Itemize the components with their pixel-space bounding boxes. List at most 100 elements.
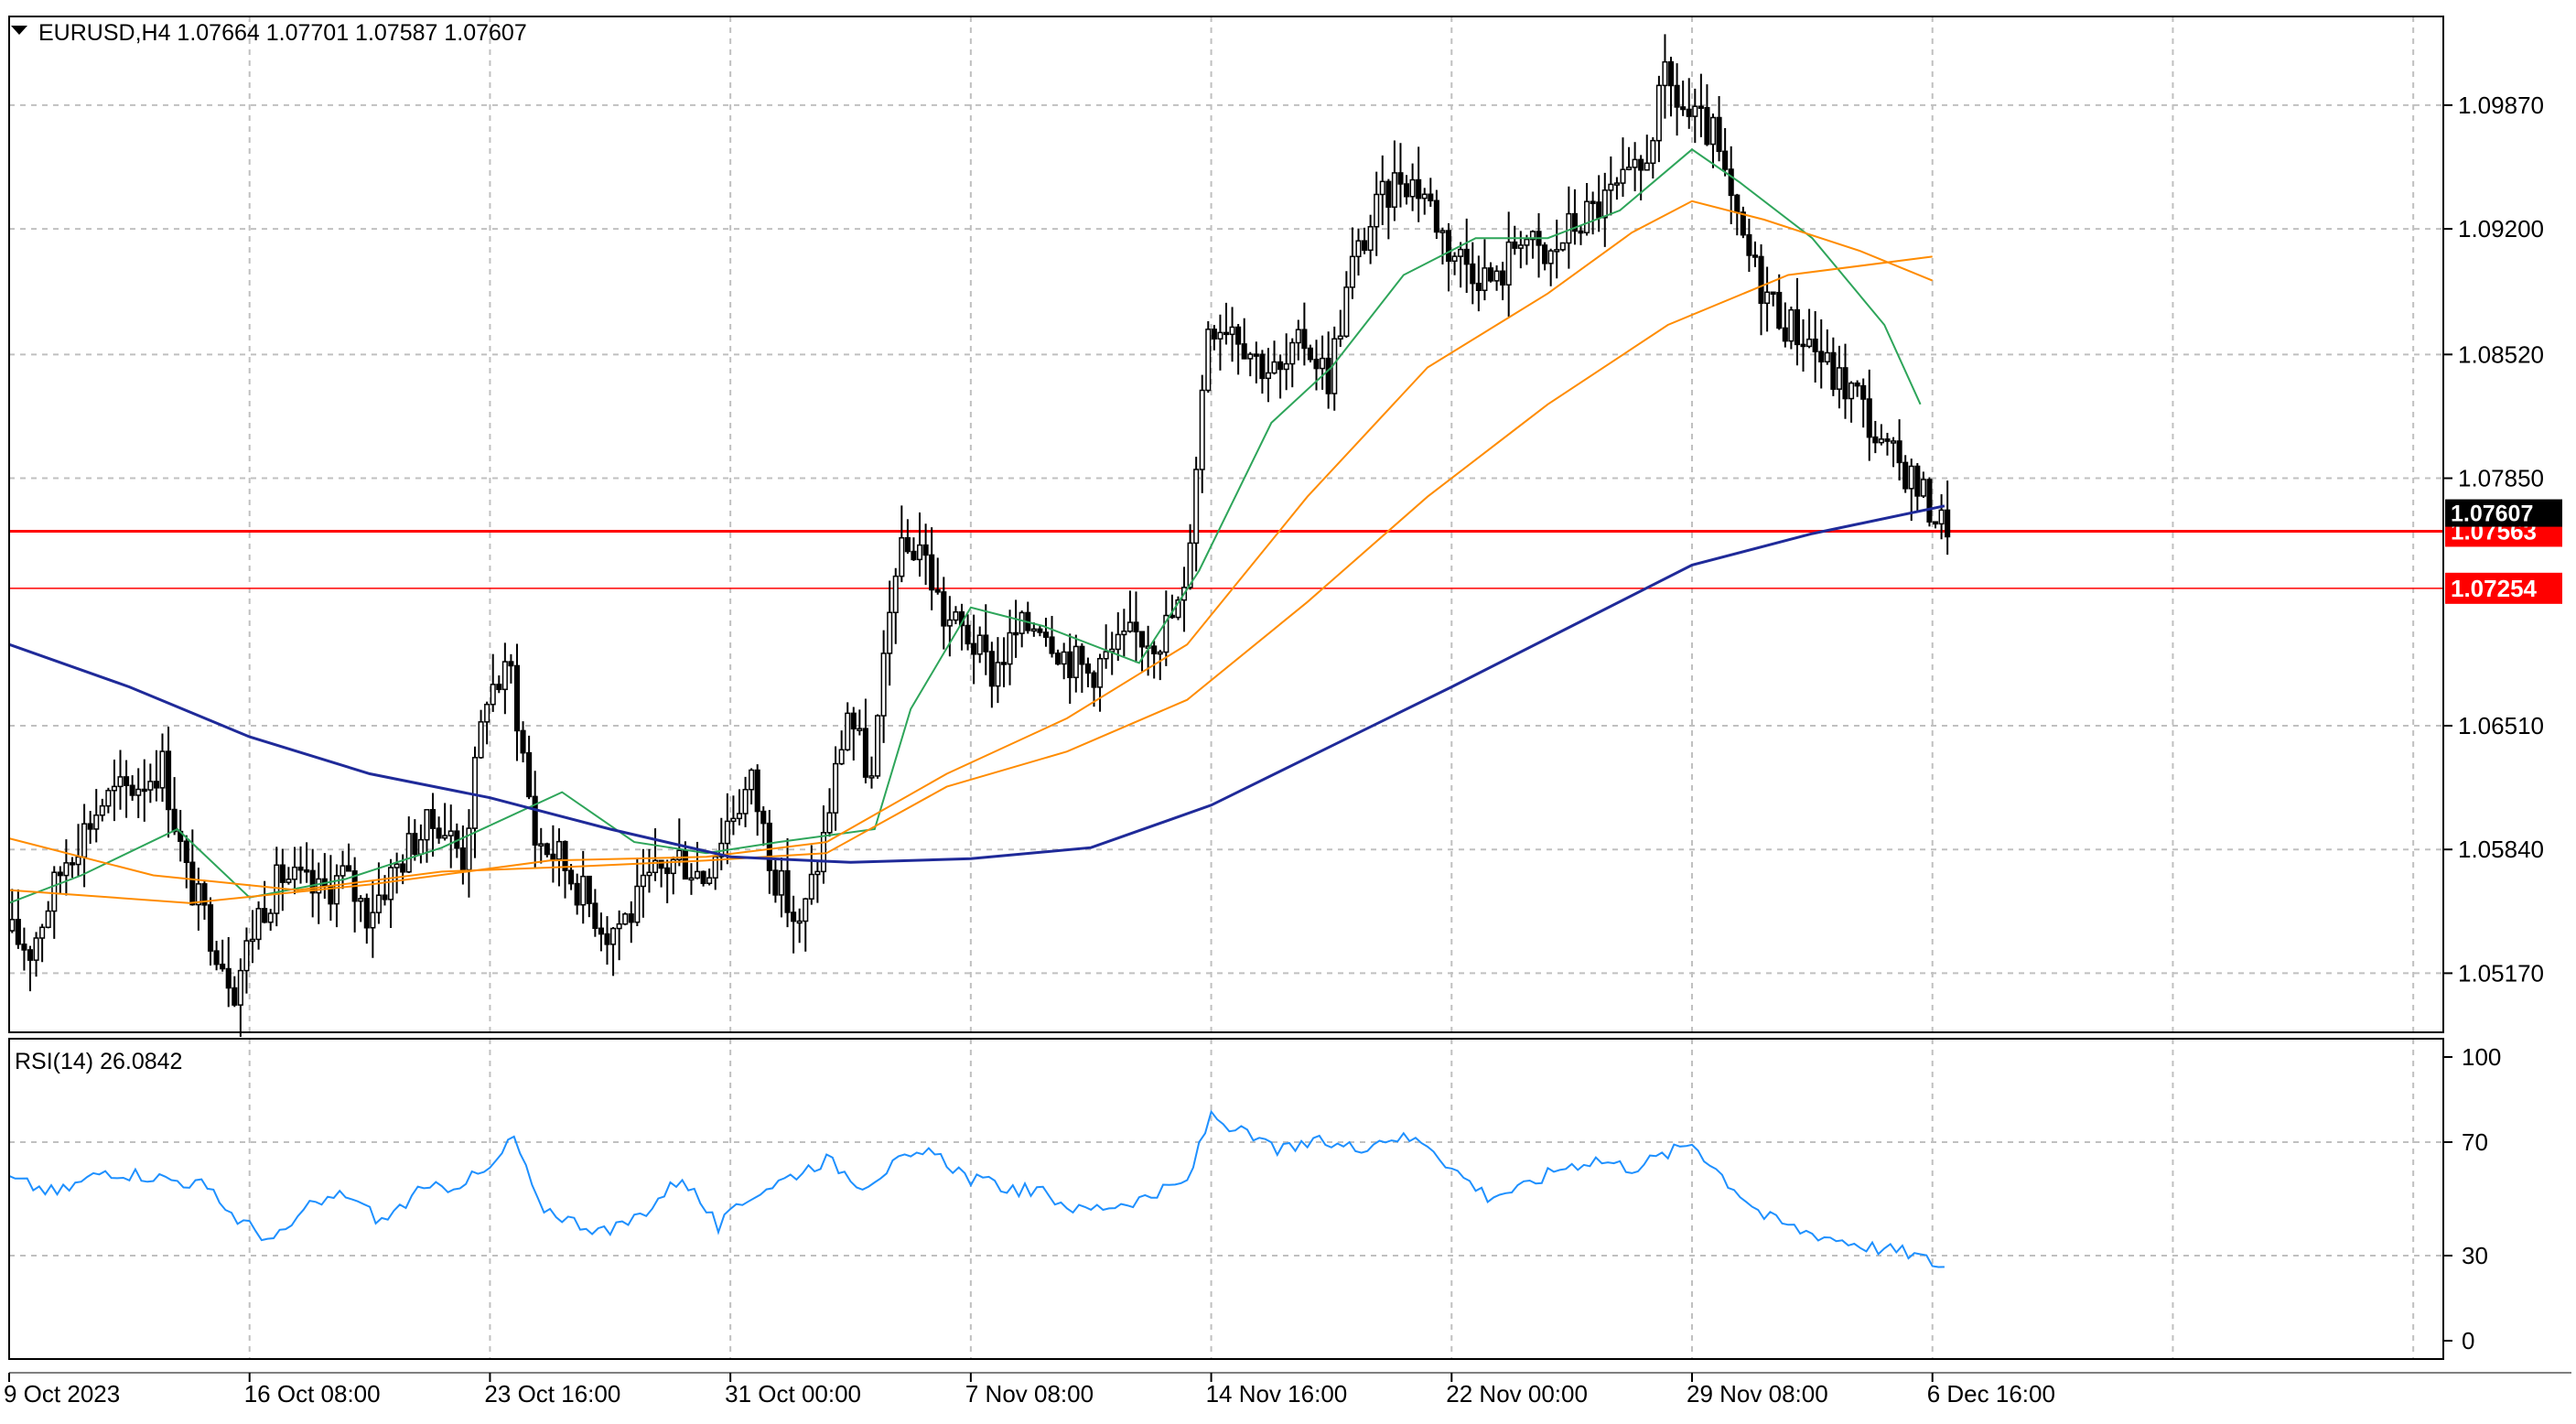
candle-bear (1463, 248, 1470, 265)
candle-bull (93, 814, 100, 830)
candle-bear (1542, 244, 1548, 264)
candle-bear (232, 987, 238, 1006)
candle-bull (706, 877, 713, 884)
candle-bear (1307, 347, 1313, 361)
candle-bull (1764, 291, 1771, 305)
candle-bear (1403, 183, 1410, 198)
candle-bear (400, 863, 406, 873)
candle-bull (857, 728, 863, 731)
candle-bull (267, 912, 274, 923)
candle-bull (1199, 389, 1205, 470)
candle-bull (39, 926, 46, 939)
candle-bear (513, 664, 521, 732)
candle-bear (220, 963, 226, 970)
candle-bull (75, 856, 81, 866)
menu-triangle-icon[interactable] (11, 26, 27, 35)
candle-bear (1301, 329, 1308, 350)
candle-bear (1770, 291, 1776, 296)
axes: 1.09870 1.09200 1.08520 1.07850 1.06510 1.058… (4, 16, 2571, 1408)
candle-bear (1884, 438, 1891, 442)
candle-bear (1926, 479, 1933, 523)
candle-bear (1704, 106, 1710, 146)
candle-bull (634, 885, 641, 923)
moving-average-short (8, 148, 1922, 904)
time-tick-label: 23 Oct 16:00 (484, 1380, 620, 1408)
candle-bear (1716, 116, 1722, 153)
candle-bull (291, 866, 298, 880)
current-price-tag (2445, 499, 2562, 527)
candle-bull (417, 838, 424, 856)
candle-bull (1374, 193, 1380, 228)
candle-bear (1740, 211, 1746, 236)
candle-bull (880, 653, 887, 717)
candle-bear (760, 810, 767, 825)
candle-bull (892, 575, 899, 614)
candle-bull (814, 870, 821, 876)
candle-bear (574, 882, 580, 906)
candle-bull (1061, 651, 1067, 665)
candle-bull (105, 790, 112, 807)
candle-bull (1662, 60, 1668, 87)
candle-bear (1055, 653, 1062, 665)
candle-bull (1030, 628, 1037, 632)
candle-bear (225, 967, 232, 989)
candle-bull (1163, 614, 1169, 653)
candle-bear (550, 853, 556, 860)
candle-bull (1644, 162, 1650, 171)
horizontal-levels (9, 529, 2443, 589)
candle-bear (1037, 628, 1043, 633)
candle-bull (1547, 250, 1554, 264)
candle-bull (1007, 631, 1013, 665)
candle-bull (1554, 249, 1560, 253)
candle-bear (784, 869, 791, 913)
candle-bear (1133, 621, 1139, 632)
rsi-tick-label: 70 (2462, 1128, 2488, 1156)
rsi-tick-label: 30 (2462, 1242, 2488, 1269)
candle-bear (129, 784, 135, 796)
candle-bull (826, 812, 833, 834)
rsi-series (8, 1109, 1945, 1268)
candle-bear (1385, 180, 1392, 209)
candle-bull (616, 922, 622, 930)
candle-bear (1842, 367, 1848, 400)
candle-bear (429, 809, 437, 829)
candle-bull (1367, 226, 1374, 252)
candle-bull (736, 813, 743, 820)
candle-bull (1283, 362, 1289, 371)
moving-average-mid2 (8, 200, 1934, 904)
time-tick-label: 22 Nov 00:00 (1446, 1380, 1588, 1408)
candle-bear (1235, 326, 1242, 345)
candle-bull (694, 870, 701, 879)
candle-bull (1289, 341, 1296, 365)
candlesticks (9, 34, 1951, 1037)
candle-bull (1493, 270, 1500, 282)
candle-bear (1698, 105, 1704, 109)
candle-bear (1667, 60, 1675, 87)
candle-bull (1271, 361, 1277, 374)
candle-bull (670, 858, 676, 875)
candle-bull (730, 817, 737, 823)
candle-bear (1049, 636, 1055, 654)
candle-bear (1751, 254, 1759, 258)
candle-bull (610, 927, 617, 945)
candle-bear (1722, 150, 1729, 170)
main-grid (8, 16, 2443, 1032)
candle-bull (370, 912, 376, 929)
candle-bull (340, 865, 346, 877)
candle-bull (1115, 633, 1121, 651)
candle-bear (183, 840, 189, 864)
candle-bull (1217, 331, 1223, 340)
price-tick-label: 1.09200 (2458, 215, 2544, 243)
time-tick-label: 6 Dec 16:00 (1927, 1380, 2055, 1408)
candle-bull (1890, 440, 1897, 444)
candle-bull (995, 662, 1001, 687)
candle-bull (688, 877, 695, 881)
candle-bear (459, 847, 466, 871)
candle-bear (1277, 361, 1284, 371)
candle-bull (111, 785, 117, 792)
candle-bear (1914, 465, 1921, 497)
candle-bear (496, 684, 502, 691)
candle-bear (1782, 327, 1788, 342)
